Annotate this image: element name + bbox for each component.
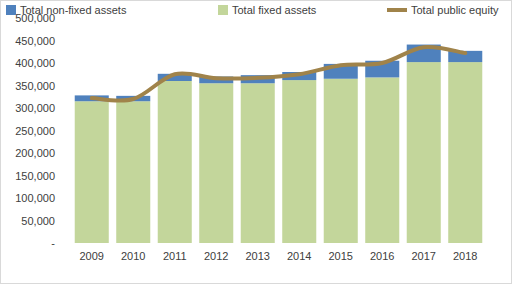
legend-label: Total fixed assets [232,4,317,16]
x-tick-label: 2014 [287,250,311,262]
x-tick-label: 2013 [246,250,270,262]
y-tick-label: 100,000 [15,192,55,204]
chart: - 50,000 100,000 150,000 200,000 250,000 300,0… [0,0,512,284]
legend-key [218,5,228,15]
y-tick-label: 50,000 [21,215,55,227]
legend-label: Total public equity [411,4,499,16]
y-tick-label: 400,000 [15,57,55,69]
y-tick-label: - [51,237,55,249]
y-tick [68,175,71,176]
x-tick-label: 2011 [163,250,187,262]
y-tick-label: 350,000 [15,80,55,92]
line [92,47,466,101]
y-tick [68,243,71,244]
x-tick-label: 2017 [412,250,436,262]
y-tick-label: 250,000 [15,125,55,137]
x-tick-label: 2010 [121,250,145,262]
legend-key [387,8,407,12]
y-tick [68,63,71,64]
y-tick [68,85,71,86]
y-tick-label: 150,000 [15,170,55,182]
bar [158,81,192,243]
y-tick [68,40,71,41]
plot-marks [75,45,483,243]
bar [241,83,275,243]
bar [75,101,109,243]
bar [448,62,482,243]
y-tick [68,220,71,221]
chart-border [1,1,512,284]
x-tick-label: 2009 [80,250,104,262]
y-tick-label: 300,000 [15,102,55,114]
x-tick-label: 2012 [204,250,228,262]
legend-key [6,5,16,15]
bar [199,83,233,243]
x-tick-label: 2018 [453,250,477,262]
bar [282,80,316,243]
x-tick-label: 2016 [370,250,394,262]
bar [324,79,358,243]
y-tick [68,18,71,19]
bar [365,77,399,243]
legend-label: Total non-fixed assets [20,4,127,16]
bar [116,101,150,243]
y-tick-label: 450,000 [15,35,55,47]
y-tick [68,153,71,154]
y-tick [68,130,71,131]
y-tick [68,198,71,199]
y-tick-label: 200,000 [15,147,55,159]
y-tick [68,108,71,109]
x-tick-label: 2015 [329,250,353,262]
bar [407,62,441,243]
